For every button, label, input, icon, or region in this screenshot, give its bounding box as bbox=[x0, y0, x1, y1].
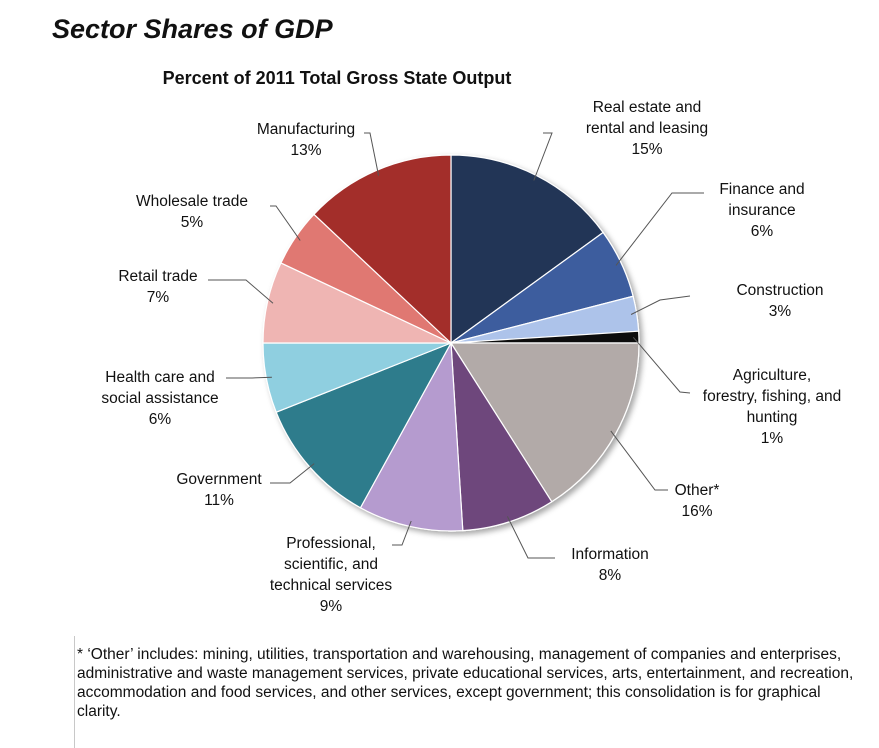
pie-slice bbox=[450, 342, 553, 532]
slice-label: Information 8% bbox=[571, 546, 649, 584]
slice-label: Government 11% bbox=[176, 471, 262, 509]
page-title: Sector Shares of GDP bbox=[52, 14, 333, 44]
divider bbox=[74, 636, 75, 748]
slice-label: Health care and social assistance 6% bbox=[101, 369, 218, 428]
pie-slice bbox=[450, 154, 604, 345]
leader-line bbox=[506, 516, 555, 559]
leader-line bbox=[270, 205, 301, 241]
pie-chart: Percent of 2011 Total Gross State Output… bbox=[101, 68, 841, 615]
slice-label: Manufacturing 13% bbox=[257, 121, 355, 159]
chart-title: Percent of 2011 Total Gross State Output bbox=[163, 68, 512, 88]
slice-label: Construction 3% bbox=[736, 282, 823, 320]
leader-line bbox=[630, 295, 691, 315]
slice-label: Finance and insurance 6% bbox=[719, 181, 804, 240]
slice-label: Agriculture, forestry, fishing, and huntin… bbox=[703, 367, 841, 447]
pie-slice bbox=[449, 342, 640, 503]
slice-label: Professional, scientific, and technical se… bbox=[270, 535, 393, 615]
pie-slice bbox=[313, 154, 452, 345]
slice-label: Other* 16% bbox=[675, 482, 720, 520]
slice-label: Wholesale trade 5% bbox=[136, 193, 248, 231]
leader-line bbox=[392, 520, 412, 546]
leader-line bbox=[610, 430, 668, 491]
leader-line bbox=[226, 376, 272, 379]
leader-line bbox=[533, 132, 553, 181]
footnote: * ‘Other’ includes: mining, utilities, t… bbox=[77, 646, 854, 720]
slice-labels: Real estate and rental and leasing 15%Fina… bbox=[101, 99, 841, 615]
leader-lines bbox=[208, 132, 704, 559]
pie-slices bbox=[262, 154, 640, 532]
leader-line bbox=[364, 132, 380, 176]
pie-slice bbox=[359, 340, 464, 532]
leader-line bbox=[632, 336, 691, 394]
leader-line bbox=[270, 463, 315, 484]
leader-line bbox=[615, 192, 704, 266]
slice-label: Retail trade 7% bbox=[118, 268, 197, 306]
leader-line bbox=[208, 279, 274, 304]
slice-label: Real estate and rental and leasing 15% bbox=[586, 99, 708, 158]
